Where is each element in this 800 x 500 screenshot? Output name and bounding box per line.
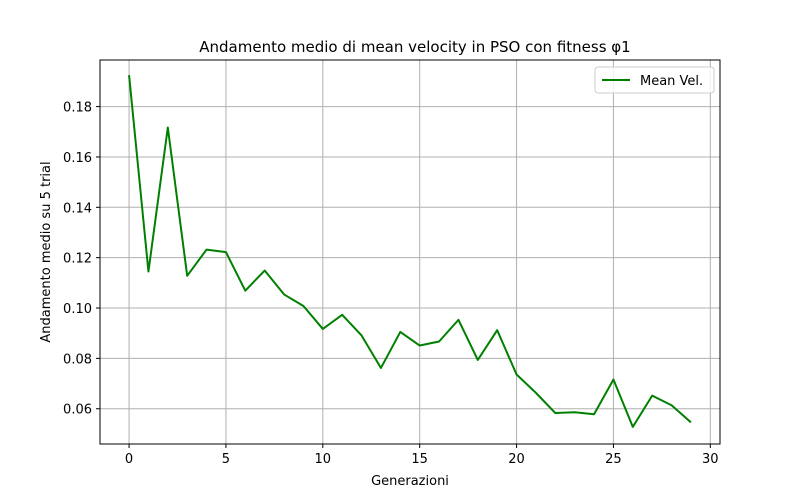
chart-title: Andamento medio di mean velocity in PSO … [199,38,630,56]
plot-area-frame [99,59,721,445]
series-layer [128,75,692,428]
legend: Mean Vel. [594,66,715,94]
y-axis-ticks: 0.06 0.08 0.10 0.12 0.14 0.16 0.18 [63,101,100,418]
y-tick-label: 0.06 [63,403,92,418]
x-axis-ticks: 0 5 10 15 20 25 30 [125,444,719,467]
x-tick-label: 5 [222,452,230,467]
x-axis-label: Generazioni [371,474,449,489]
x-tick-label: 15 [411,452,428,467]
y-tick-label: 0.14 [63,201,92,216]
grid-lines [100,60,720,444]
y-tick-label: 0.16 [63,151,92,166]
x-tick-label: 10 [315,452,332,467]
series-line-mean-vel [128,75,692,428]
x-tick-label: 30 [702,452,719,467]
y-tick-label: 0.10 [63,302,92,317]
y-axis-label: Andamento medio su 5 trial [39,161,54,342]
y-tick-label: 0.08 [63,352,92,367]
legend-series-label: Mean Vel. [640,74,703,89]
x-tick-label: 0 [125,452,133,467]
x-tick-label: 20 [508,452,525,467]
x-tick-label: 25 [605,452,622,467]
y-tick-label: 0.18 [63,101,92,116]
legend-box [594,66,715,94]
y-tick-label: 0.12 [63,252,92,267]
